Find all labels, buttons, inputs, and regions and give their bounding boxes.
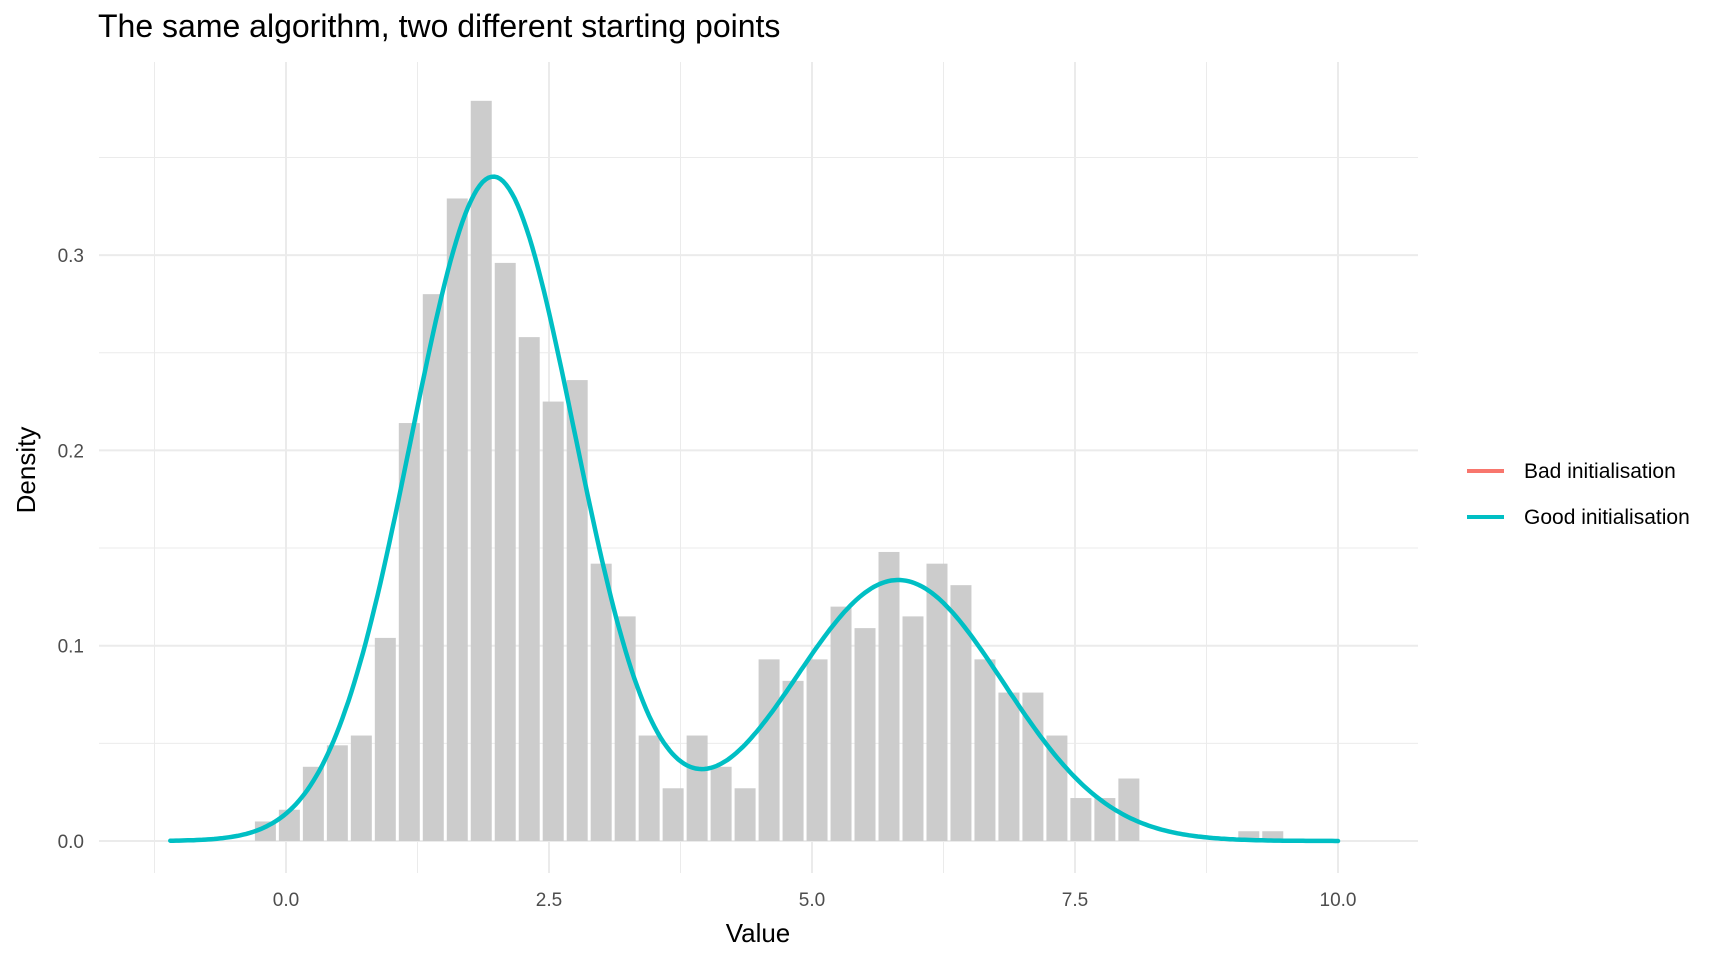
chart-title: The same algorithm, two different starti…: [98, 8, 781, 44]
histogram-bar: [902, 616, 924, 841]
histogram-bar: [662, 788, 684, 841]
grid-major: [99, 62, 1418, 873]
histogram-bar: [830, 606, 852, 841]
histogram-bar: [734, 788, 756, 841]
histogram-bar: [1070, 798, 1092, 841]
histogram-bar: [374, 637, 396, 841]
x-tick-label: 0.0: [273, 890, 299, 911]
histogram-bar: [1262, 831, 1284, 841]
histogram-bar: [470, 100, 492, 842]
grid-minor: [99, 62, 1418, 873]
legend-label-good: Good initialisation: [1524, 506, 1690, 529]
y-axis-title: Density: [11, 427, 41, 514]
histogram-bar: [518, 337, 540, 841]
legend: Bad initialisation Good initialisation: [1467, 460, 1690, 529]
x-tick-label: 10.0: [1320, 890, 1357, 911]
x-tick-label: 7.5: [1062, 890, 1088, 911]
histogram-bar: [566, 380, 588, 841]
x-axis-ticks: 0.0 2.5 5.0 7.5 10.0: [273, 890, 1357, 911]
histogram-bars: [254, 100, 1284, 842]
histogram-bar: [854, 628, 876, 841]
x-tick-label: 5.0: [799, 890, 825, 911]
histogram-bar: [350, 735, 372, 841]
y-tick-label: 0.3: [58, 246, 84, 267]
histogram-bar: [806, 659, 828, 841]
x-tick-label: 2.5: [536, 890, 562, 911]
histogram-bar: [950, 585, 972, 841]
histogram-bar: [686, 735, 708, 841]
density-curve-good: [168, 174, 1341, 844]
histogram-bar: [446, 198, 468, 841]
histogram-bar: [1118, 778, 1140, 841]
histogram-bar: [782, 680, 804, 841]
histogram-bar: [878, 551, 900, 841]
x-axis-title: Value: [726, 918, 791, 948]
histogram-bar: [998, 692, 1020, 841]
histogram-bar: [1238, 831, 1260, 841]
histogram-bar: [422, 294, 444, 841]
histogram-bar: [638, 735, 660, 841]
y-tick-label: 0.0: [58, 832, 84, 853]
histogram-bar: [710, 766, 732, 841]
histogram-bar: [542, 401, 564, 841]
histogram-bar: [494, 262, 516, 841]
y-tick-label: 0.1: [58, 637, 84, 658]
legend-item-bad: Bad initialisation: [1467, 460, 1676, 483]
histogram-bar: [590, 563, 612, 841]
histogram-bar: [398, 423, 420, 841]
legend-label-bad: Bad initialisation: [1524, 460, 1676, 483]
histogram-bar: [758, 659, 780, 841]
histogram-bar: [974, 659, 996, 841]
legend-item-good: Good initialisation: [1467, 506, 1690, 529]
y-tick-label: 0.2: [58, 441, 84, 462]
histogram-bar: [926, 563, 948, 841]
y-axis-ticks: 0.0 0.1 0.2 0.3: [58, 246, 84, 853]
histogram-bar: [326, 745, 348, 841]
